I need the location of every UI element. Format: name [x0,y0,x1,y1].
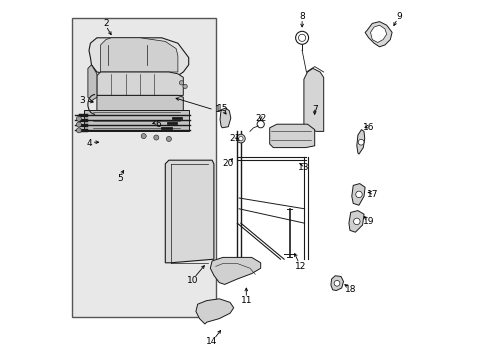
Text: 1: 1 [214,105,220,114]
Text: 21: 21 [229,134,241,143]
Text: 2: 2 [103,19,108,28]
Text: 4: 4 [86,139,92,148]
Polygon shape [165,160,213,263]
Polygon shape [303,68,323,131]
Circle shape [76,116,81,121]
Text: 20: 20 [222,159,234,168]
Circle shape [355,191,362,198]
Text: 12: 12 [294,262,305,271]
Circle shape [153,135,159,140]
Circle shape [76,128,81,133]
Polygon shape [370,25,386,42]
Circle shape [179,81,183,85]
Polygon shape [88,65,97,101]
Text: 3: 3 [79,96,84,105]
Text: 18: 18 [344,285,356,294]
Circle shape [76,122,81,127]
Circle shape [333,280,339,286]
Polygon shape [269,124,314,148]
Polygon shape [220,108,230,128]
Text: 13: 13 [298,163,309,172]
Bar [72,18,215,317]
Text: 10: 10 [186,276,198,285]
Circle shape [238,136,243,141]
Polygon shape [97,72,183,95]
Text: 11: 11 [240,296,251,305]
Circle shape [236,134,244,143]
Polygon shape [356,130,364,154]
Polygon shape [101,38,178,72]
Text: 19: 19 [362,217,374,226]
Polygon shape [351,184,365,205]
Text: 16: 16 [362,123,374,132]
Text: 9: 9 [396,12,401,21]
Circle shape [183,84,187,89]
Text: 6: 6 [155,120,161,129]
Polygon shape [84,110,188,131]
Circle shape [353,218,359,225]
Text: 7: 7 [311,105,317,114]
Circle shape [141,134,146,139]
Polygon shape [196,299,233,324]
Text: 14: 14 [206,338,217,346]
Text: 5: 5 [117,174,123,183]
Text: 15: 15 [217,104,228,112]
Circle shape [166,136,171,141]
Polygon shape [348,211,363,232]
Circle shape [358,139,363,145]
Text: 22: 22 [255,114,266,123]
Text: 8: 8 [299,12,305,21]
Polygon shape [97,95,183,112]
Text: 17: 17 [366,190,377,199]
Polygon shape [365,22,391,47]
Polygon shape [89,38,188,77]
Polygon shape [210,257,260,284]
Polygon shape [330,276,343,291]
